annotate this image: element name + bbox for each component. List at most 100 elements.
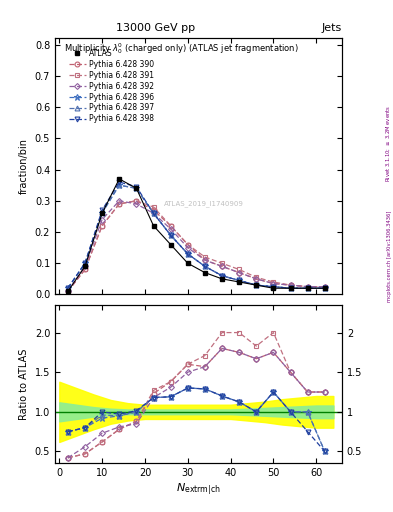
ATLAS [322, 285, 327, 291]
ATLAS [305, 285, 310, 291]
Pythia 6.428 390 [100, 223, 105, 229]
ATLAS [100, 210, 105, 217]
Pythia 6.428 391 [237, 266, 242, 272]
Pythia 6.428 392 [168, 226, 173, 232]
Pythia 6.428 397 [134, 185, 139, 191]
ATLAS [83, 263, 87, 269]
Pythia 6.428 392 [220, 263, 224, 269]
Y-axis label: Ratio to ATLAS: Ratio to ATLAS [19, 348, 29, 420]
Text: Rivet 3.1.10; $\geq$ 3.2M events: Rivet 3.1.10; $\geq$ 3.2M events [385, 105, 392, 182]
Pythia 6.428 390 [220, 263, 224, 269]
Pythia 6.428 392 [66, 288, 70, 294]
Pythia 6.428 397 [271, 284, 276, 290]
Pythia 6.428 397 [66, 285, 70, 291]
Pythia 6.428 398 [185, 251, 190, 257]
ATLAS [220, 276, 224, 282]
ATLAS [185, 260, 190, 266]
Pythia 6.428 396 [237, 278, 242, 284]
Pythia 6.428 390 [305, 284, 310, 290]
Pythia 6.428 397 [220, 273, 224, 279]
Pythia 6.428 396 [271, 284, 276, 290]
X-axis label: $N_{\mathrm{extrm|ch}}$: $N_{\mathrm{extrm|ch}}$ [176, 481, 221, 497]
Pythia 6.428 391 [134, 198, 139, 204]
Pythia 6.428 391 [220, 260, 224, 266]
ATLAS [151, 223, 156, 229]
Pythia 6.428 398 [271, 284, 276, 290]
Pythia 6.428 391 [271, 279, 276, 285]
Pythia 6.428 392 [185, 245, 190, 251]
Pythia 6.428 398 [117, 179, 121, 185]
ATLAS [288, 285, 293, 291]
Pythia 6.428 390 [202, 257, 207, 263]
Line: Pythia 6.428 397: Pythia 6.428 397 [66, 183, 327, 291]
Pythia 6.428 391 [202, 254, 207, 260]
Pythia 6.428 390 [288, 282, 293, 288]
Pythia 6.428 391 [66, 288, 70, 294]
Text: mcplots.cern.ch [arXiv:1306.3436]: mcplots.cern.ch [arXiv:1306.3436] [387, 210, 392, 302]
Pythia 6.428 396 [202, 263, 207, 269]
Pythia 6.428 397 [322, 285, 327, 291]
Pythia 6.428 398 [220, 273, 224, 279]
Pythia 6.428 391 [185, 242, 190, 248]
Pythia 6.428 390 [271, 281, 276, 287]
Pythia 6.428 392 [151, 210, 156, 217]
ATLAS [271, 285, 276, 291]
Pythia 6.428 391 [100, 223, 105, 229]
Pythia 6.428 392 [322, 284, 327, 290]
ATLAS [134, 185, 139, 191]
Pythia 6.428 390 [254, 276, 259, 282]
Pythia 6.428 390 [66, 288, 70, 294]
Pythia 6.428 396 [305, 285, 310, 291]
Pythia 6.428 397 [100, 209, 105, 215]
ATLAS [168, 242, 173, 248]
ATLAS [202, 269, 207, 275]
Pythia 6.428 398 [151, 210, 156, 217]
Line: Pythia 6.428 392: Pythia 6.428 392 [66, 199, 327, 293]
Line: Pythia 6.428 396: Pythia 6.428 396 [65, 182, 328, 291]
Pythia 6.428 392 [202, 257, 207, 263]
Pythia 6.428 391 [288, 282, 293, 288]
Pythia 6.428 397 [168, 232, 173, 238]
Pythia 6.428 391 [168, 223, 173, 229]
Pythia 6.428 396 [288, 285, 293, 291]
Pythia 6.428 396 [254, 282, 259, 288]
Pythia 6.428 390 [168, 223, 173, 229]
Pythia 6.428 398 [305, 285, 310, 291]
Pythia 6.428 397 [117, 182, 121, 188]
Pythia 6.428 397 [202, 263, 207, 269]
Pythia 6.428 390 [322, 284, 327, 290]
Pythia 6.428 397 [151, 210, 156, 217]
Pythia 6.428 398 [288, 285, 293, 291]
Pythia 6.428 396 [117, 182, 121, 188]
Pythia 6.428 390 [185, 242, 190, 248]
Pythia 6.428 398 [237, 278, 242, 284]
Pythia 6.428 390 [117, 201, 121, 207]
Pythia 6.428 390 [151, 207, 156, 213]
ATLAS [117, 176, 121, 182]
Pythia 6.428 397 [237, 278, 242, 284]
Pythia 6.428 398 [134, 184, 139, 190]
Pythia 6.428 396 [151, 210, 156, 217]
Pythia 6.428 396 [66, 285, 70, 291]
Pythia 6.428 390 [83, 266, 87, 272]
Pythia 6.428 396 [185, 251, 190, 257]
ATLAS [237, 279, 242, 285]
Pythia 6.428 391 [254, 274, 259, 281]
Pythia 6.428 392 [254, 276, 259, 282]
Text: Multiplicity $\lambda_0^0$ (charged only) (ATLAS jet fragmentation): Multiplicity $\lambda_0^0$ (charged only… [64, 41, 298, 56]
Text: Jets: Jets [321, 23, 342, 33]
Pythia 6.428 398 [322, 285, 327, 291]
Pythia 6.428 392 [83, 263, 87, 269]
Pythia 6.428 392 [305, 284, 310, 290]
Pythia 6.428 390 [134, 198, 139, 204]
Line: Pythia 6.428 390: Pythia 6.428 390 [66, 198, 327, 294]
Pythia 6.428 398 [168, 232, 173, 238]
Line: ATLAS: ATLAS [66, 177, 327, 294]
Pythia 6.428 392 [237, 269, 242, 275]
Pythia 6.428 396 [83, 260, 87, 266]
Pythia 6.428 398 [83, 260, 87, 266]
Pythia 6.428 398 [254, 282, 259, 288]
Pythia 6.428 391 [151, 204, 156, 210]
Pythia 6.428 391 [305, 284, 310, 290]
Pythia 6.428 396 [168, 232, 173, 238]
